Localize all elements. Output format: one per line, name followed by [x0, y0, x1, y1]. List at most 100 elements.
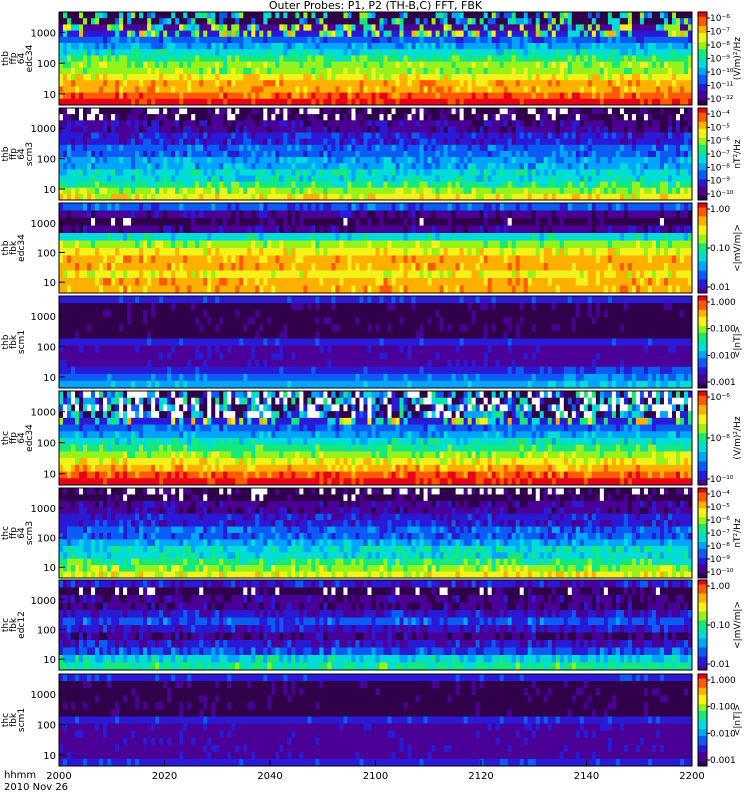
heat-cell	[143, 80, 148, 87]
heat-cell	[111, 98, 116, 106]
heat-cell	[291, 61, 296, 69]
heat-cell	[683, 30, 689, 38]
heat-cell	[583, 61, 589, 69]
heat-cell	[515, 49, 521, 56]
heat-cell	[667, 55, 673, 62]
heat-cell	[207, 18, 212, 25]
heat-cell	[583, 67, 589, 75]
heat-cell	[235, 61, 240, 69]
heat-cell	[255, 144, 260, 152]
heat-cell	[643, 43, 649, 50]
heat-cell	[167, 55, 172, 62]
heat-cell	[207, 169, 212, 176]
heat-cell	[135, 169, 140, 176]
heat-cell	[187, 169, 192, 176]
heat-cell	[631, 193, 637, 201]
heat-cell	[519, 74, 525, 81]
heat-cell	[623, 108, 629, 115]
heat-cell	[571, 169, 577, 176]
heat-cell	[239, 138, 244, 146]
heat-cell	[167, 114, 172, 121]
heat-cell	[167, 150, 172, 158]
heat-cell	[531, 36, 537, 44]
heat-cell	[235, 36, 240, 44]
heat-cell	[59, 49, 64, 56]
heat-cell	[615, 163, 621, 170]
heat-cell	[687, 169, 693, 176]
heat-cell	[515, 74, 521, 81]
heat-cell	[247, 92, 252, 100]
heat-cell	[659, 144, 665, 152]
heat-cell	[299, 36, 304, 44]
y-axis-label: 64	[17, 53, 27, 65]
heat-cell	[447, 18, 453, 25]
heat-cell	[267, 55, 272, 62]
heat-cell	[523, 144, 529, 152]
heat-cell	[639, 80, 645, 87]
heat-cell	[187, 49, 192, 56]
heat-cell	[615, 144, 621, 152]
heat-cell	[171, 108, 176, 115]
heat-cell	[567, 61, 573, 69]
heat-cell	[503, 187, 509, 195]
heat-cell	[515, 169, 521, 176]
heat-cell	[591, 18, 597, 25]
heat-cell	[351, 74, 356, 81]
heat-cell	[243, 108, 248, 115]
heat-cell	[291, 132, 296, 140]
heat-cell	[155, 30, 160, 38]
heat-cell	[255, 126, 260, 133]
colorbar-step	[698, 170, 707, 173]
heat-cell	[495, 157, 501, 164]
heat-cell	[143, 12, 148, 19]
heat-cell	[591, 108, 597, 115]
heat-cell	[151, 67, 156, 75]
heat-cell	[503, 18, 509, 25]
heat-cell	[515, 80, 521, 87]
heat-cell	[435, 169, 440, 176]
heat-cell	[195, 108, 200, 115]
heat-cell	[527, 175, 533, 182]
heat-cell	[543, 138, 549, 146]
heat-cell	[387, 67, 392, 75]
heat-cell	[463, 86, 469, 93]
heat-cell	[59, 175, 64, 182]
heat-cell	[371, 98, 376, 106]
heat-cell	[415, 144, 420, 152]
heat-cell	[563, 49, 569, 56]
heat-cell	[483, 108, 489, 115]
heat-cell	[415, 80, 420, 87]
heat-cell	[171, 126, 176, 133]
heat-cell	[395, 138, 400, 146]
heat-cell	[395, 144, 400, 152]
heat-cell	[191, 169, 196, 176]
heat-cell	[111, 175, 116, 182]
heat-cell	[399, 43, 404, 50]
heat-cell	[539, 55, 545, 62]
heat-cell	[299, 24, 304, 31]
heat-cell	[199, 43, 204, 50]
heat-cell	[403, 12, 408, 19]
heat-cell	[119, 74, 124, 81]
heat-cell	[311, 12, 316, 19]
heat-cell	[439, 98, 445, 106]
heat-cell	[239, 92, 244, 100]
heat-cell	[139, 169, 144, 176]
heat-cell	[143, 114, 148, 121]
heat-cell	[623, 12, 629, 19]
heat-cell	[311, 86, 316, 93]
heat-cell	[623, 18, 629, 25]
heat-cell	[347, 187, 352, 195]
heat-cell	[151, 181, 156, 189]
heat-cell	[359, 55, 364, 62]
heat-cell	[147, 138, 152, 146]
heat-cell	[303, 150, 308, 158]
heat-cell	[619, 74, 625, 81]
heat-cell	[439, 144, 445, 152]
heat-cell	[451, 187, 457, 195]
heat-cell	[479, 49, 485, 56]
heat-cell	[99, 80, 104, 87]
heat-cell	[127, 144, 132, 152]
colorbar-step	[698, 124, 707, 127]
